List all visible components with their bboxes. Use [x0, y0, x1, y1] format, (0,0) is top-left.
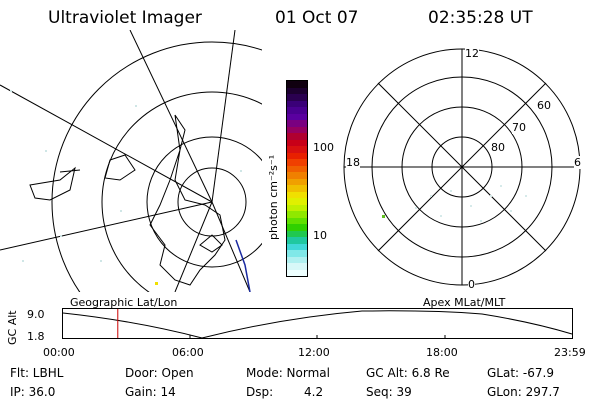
sequence-info: Seq: 39 — [366, 385, 412, 399]
colorbar-swatch — [287, 185, 307, 192]
colorbar-swatch — [287, 198, 307, 205]
colorbar-swatch — [287, 107, 307, 114]
colorbar-swatch — [287, 100, 307, 107]
mlat-label-80: 80 — [491, 141, 505, 154]
latitude-circle — [101, 91, 262, 292]
x-tick-0000: 00:00 — [43, 346, 75, 359]
mlt-diagonal — [377, 82, 547, 252]
colorbar-swatch — [287, 133, 307, 140]
colorbar-swatch — [287, 172, 307, 179]
timeline-y-axis-label: GC Alt — [6, 310, 19, 345]
colorbar-swatch — [287, 250, 307, 257]
colorbar-swatch — [287, 191, 307, 198]
colorbar-swatch — [287, 243, 307, 250]
mode-info: Mode: Normal — [246, 366, 330, 380]
timeline-ytick-bottom: 1.8 — [27, 330, 45, 343]
colorbar-swatch — [287, 87, 307, 94]
colorbar-swatch — [287, 204, 307, 211]
colorbar-swatch — [287, 126, 307, 133]
gc-altitude-info: GC Alt: 6.8 Re — [366, 366, 450, 380]
longitude-line — [0, 201, 213, 251]
aurora-spot — [382, 215, 385, 218]
latitude-circle — [146, 136, 262, 268]
colorbar-swatch — [287, 256, 307, 263]
gain-info: Gain: 14 — [125, 385, 176, 399]
coastline — [29, 154, 136, 201]
sun-marker — [155, 282, 158, 285]
time-label: 02:35:28 UT — [428, 8, 533, 28]
x-tick-1800: 18:00 — [426, 346, 458, 359]
svg-text:photon cm⁻²s⁻¹: photon cm⁻²s⁻¹ — [267, 155, 280, 240]
mlat-label-60: 60 — [537, 99, 551, 112]
colorbar-swatch — [287, 120, 307, 127]
x-tick-0600: 06:00 — [172, 346, 204, 359]
colorbar-swatch — [287, 165, 307, 172]
glon-info: GLon: 297.7 — [487, 385, 560, 399]
timeline-left-title: Geographic Lat/Lon — [70, 296, 178, 309]
colorbar-swatch — [287, 178, 307, 185]
dsp-label: Dsp: — [246, 385, 274, 399]
colorbar-swatch — [287, 94, 307, 101]
island-outline — [199, 234, 223, 253]
colorbar-swatch — [287, 113, 307, 120]
colorbar-swatch — [287, 81, 307, 88]
plot-frame — [62, 308, 573, 339]
mlt-label-6: 6 — [574, 156, 581, 169]
longitude-line — [129, 30, 213, 203]
latitude-circle — [177, 167, 247, 237]
colorbar-swatch — [287, 211, 307, 218]
colorbar-swatch — [287, 159, 307, 166]
colorbar-tick-100: 100 — [313, 141, 334, 154]
colorbar-swatch — [287, 237, 307, 244]
colorbar-swatch — [287, 152, 307, 159]
colorbar — [286, 80, 308, 277]
date-label: 01 Oct 07 — [275, 8, 359, 28]
glat-info: GLat: -67.9 — [487, 366, 554, 380]
longitude-line — [211, 201, 251, 292]
x-tick-1200: 12:00 — [298, 346, 330, 359]
timeline-ytick-top: 9.0 — [27, 308, 45, 321]
door-info: Door: Open — [125, 366, 194, 380]
colorbar-swatch — [287, 230, 307, 237]
x-tick-2359: 23:59 — [554, 346, 586, 359]
orbit-altitude-curve — [62, 310, 573, 339]
latitude-circle — [51, 41, 262, 292]
geographic-map — [0, 30, 262, 292]
colorbar-unit-label: photon cm⁻²s⁻¹ — [267, 155, 280, 240]
ip-info: IP: 36.0 — [10, 385, 56, 399]
colorbar-swatch — [287, 263, 307, 270]
mlt-label-12: 12 — [465, 47, 479, 60]
mlt-label-18: 18 — [346, 156, 360, 169]
timeline-right-title: Apex MLat/MLT — [423, 296, 506, 309]
antarctic-coastline — [149, 114, 226, 286]
filter-info: Flt: LBHL — [10, 366, 64, 380]
instrument-title: Ultraviolet Imager — [48, 8, 202, 28]
orbit-altitude-plot — [62, 308, 573, 339]
colorbar-tick-10: 10 — [313, 229, 327, 242]
colorbar-swatch — [287, 146, 307, 153]
polar-mlt-plot — [343, 48, 581, 286]
mlt-label-0: 0 — [468, 278, 475, 291]
terminator-line — [235, 239, 251, 292]
longitude-line — [211, 30, 236, 203]
colorbar-swatch — [287, 224, 307, 231]
dsp-value: 4.2 — [304, 385, 324, 399]
svg-text:GC Alt: GC Alt — [6, 310, 19, 345]
longitude-line — [174, 201, 213, 292]
colorbar-swatch — [287, 269, 307, 276]
colorbar-swatch — [287, 139, 307, 146]
colorbar-swatch — [287, 217, 307, 224]
mlat-label-70: 70 — [512, 121, 526, 134]
